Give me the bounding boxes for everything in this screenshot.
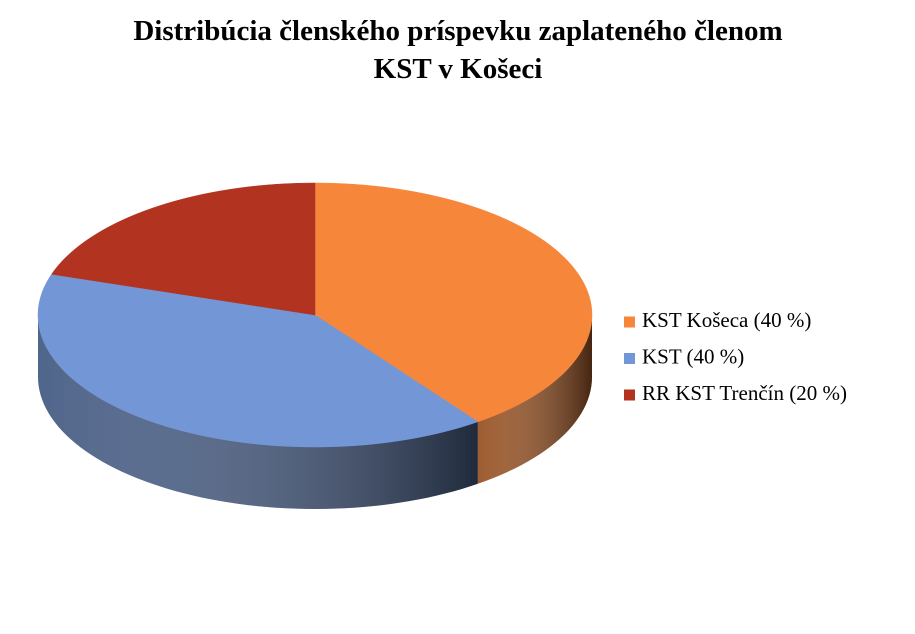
slice xyxy=(51,182,316,316)
legend-label: RR KST Trenčín (20 %) xyxy=(642,381,847,405)
legend-swatch xyxy=(624,353,635,364)
slice-side-shade xyxy=(477,315,592,484)
legend-label: KST Košeca (40 %) xyxy=(642,308,811,332)
slice-side-shade xyxy=(38,315,478,509)
legend-label: KST (40 %) xyxy=(642,344,744,368)
legend-swatch xyxy=(624,389,635,401)
legend-swatch xyxy=(624,316,635,328)
legend: KST Košeca (40 %) KST (40 %) RR KST Trenčí… xyxy=(624,308,847,405)
chart-title: Distribúcia členského príspevku zaplaten… xyxy=(133,15,783,85)
slice xyxy=(37,273,479,448)
pie-top xyxy=(37,182,593,448)
slice xyxy=(314,182,593,423)
pie-sides xyxy=(38,315,592,509)
